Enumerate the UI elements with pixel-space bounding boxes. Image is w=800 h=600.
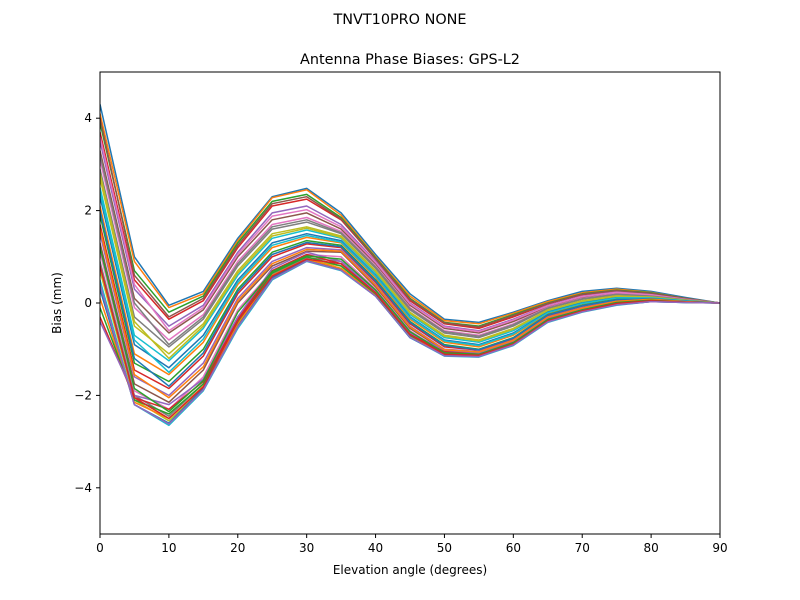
series-line bbox=[100, 258, 720, 420]
y-tick-label: 4 bbox=[84, 111, 92, 125]
series-line bbox=[100, 247, 720, 413]
series-line bbox=[100, 210, 720, 387]
y-tick-label: 2 bbox=[84, 204, 92, 218]
series-line bbox=[100, 118, 720, 328]
x-axis-label: Elevation angle (degrees) bbox=[333, 563, 487, 577]
y-tick-label: −4 bbox=[74, 481, 92, 495]
x-tick-label: 30 bbox=[299, 541, 314, 555]
y-tick-label: −2 bbox=[74, 388, 92, 402]
series-group bbox=[100, 104, 720, 427]
plot-area bbox=[99, 71, 721, 535]
y-tick-label: 0 bbox=[84, 296, 92, 310]
series-line bbox=[100, 173, 720, 360]
y-axis-ticks: −4 −2 0 2 4 bbox=[74, 111, 100, 495]
y-axis-label: Bias (mm) bbox=[50, 272, 64, 334]
series-line bbox=[100, 191, 720, 374]
x-axis-ticks: 0 10 20 30 40 50 60 70 80 90 bbox=[96, 534, 728, 555]
x-tick-label: 50 bbox=[437, 541, 452, 555]
x-tick-label: 90 bbox=[712, 541, 727, 555]
series-line bbox=[100, 168, 720, 348]
x-tick-label: 80 bbox=[643, 541, 658, 555]
chart-title: Antenna Phase Biases: GPS-L2 bbox=[300, 52, 520, 68]
x-tick-label: 10 bbox=[161, 541, 176, 555]
series-line bbox=[100, 113, 720, 325]
series-line bbox=[100, 155, 720, 346]
series-line bbox=[100, 260, 720, 425]
series-line bbox=[100, 196, 720, 369]
figure-suptitle: TNVT10PRO NONE bbox=[332, 12, 466, 28]
x-tick-label: 60 bbox=[506, 541, 521, 555]
x-tick-label: 70 bbox=[575, 541, 590, 555]
series-line bbox=[100, 228, 720, 399]
x-tick-label: 0 bbox=[96, 541, 104, 555]
series-line bbox=[100, 104, 720, 324]
x-tick-label: 40 bbox=[368, 541, 383, 555]
x-tick-label: 20 bbox=[230, 541, 245, 555]
series-line bbox=[100, 136, 720, 333]
series-line bbox=[100, 259, 720, 424]
